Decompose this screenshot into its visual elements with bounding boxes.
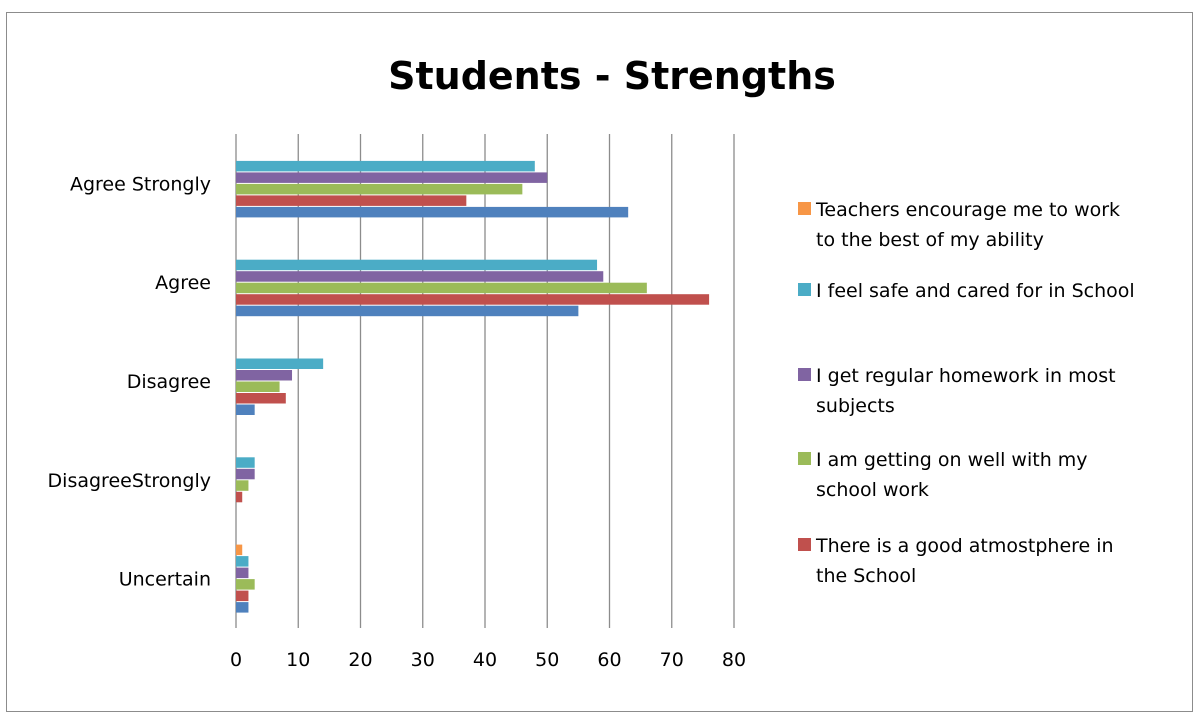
chart-title: Students - Strengths [388, 54, 836, 98]
legend-label: subjects [816, 395, 895, 417]
x-tick-label: 30 [411, 649, 435, 671]
bar-agree-strongly-series-1 [236, 195, 467, 206]
legend-label: school work [816, 479, 929, 501]
bar-disagreestrongly-series-3 [236, 468, 255, 480]
x-tick-label: 20 [348, 649, 372, 671]
legend-label: There is a good atmostphere in [815, 535, 1114, 557]
bar-disagree-series-3 [236, 370, 293, 381]
bar-uncertain-series-0 [236, 602, 249, 613]
bar-agree-strongly-series-4 [236, 160, 535, 172]
legend: Teachers encourage me to work to the best… [798, 199, 1135, 587]
legend-swatch [798, 538, 811, 551]
x-tick-label: 60 [597, 649, 621, 671]
bar-disagree-series-2 [236, 381, 280, 392]
bar-disagreestrongly-series-1 [236, 491, 243, 503]
category-label: Agree [155, 272, 211, 294]
bar-disagree-series-4 [236, 358, 324, 369]
bar-agree-series-1 [236, 294, 710, 305]
bar-uncertain-series-3 [236, 567, 249, 579]
legend-swatch [798, 283, 811, 296]
bar-disagreestrongly-series-2 [236, 480, 249, 491]
x-tick-labels: 0 10 20 30 40 50 60 70 80 [230, 649, 746, 671]
legend-label: the School [816, 565, 916, 587]
x-tick-label: 40 [473, 649, 497, 671]
bar-disagree-series-0 [236, 404, 255, 415]
bar-uncertain-series-4 [236, 556, 249, 567]
bar-agree-series-3 [236, 271, 604, 282]
legend-swatch [798, 202, 811, 215]
x-tick-label: 10 [286, 649, 310, 671]
bar-uncertain-series-1 [236, 590, 249, 602]
bars [236, 160, 710, 613]
category-label: Disagree [127, 371, 211, 393]
bar-uncertain-series-2 [236, 579, 255, 590]
bar-agree-strongly-series-3 [236, 172, 548, 183]
bar-agree-series-0 [236, 305, 579, 317]
legend-swatch [798, 368, 811, 381]
x-tick-label: 70 [660, 649, 684, 671]
category-labels: Uncertain DisagreeStrongly Disagree Agree Ag… [48, 173, 211, 590]
bar-chart: Students - Strengths Uncertain DisagreeSt… [48, 54, 1135, 671]
legend-label: I am getting on well with my [816, 449, 1088, 471]
legend-label: I get regular homework in most [816, 365, 1116, 387]
bar-disagreestrongly-series-4 [236, 457, 255, 468]
bar-agree-series-2 [236, 282, 647, 294]
bar-disagree-series-1 [236, 393, 286, 404]
category-label: Uncertain [119, 569, 211, 591]
chart-frame [6, 12, 1193, 712]
x-tick-label: 0 [230, 649, 242, 671]
legend-swatch [798, 452, 811, 465]
legend-label: to the best of my ability [816, 229, 1044, 251]
category-label: DisagreeStrongly [48, 470, 211, 492]
x-tick-label: 80 [722, 649, 746, 671]
category-label: Agree Strongly [70, 173, 211, 195]
legend-label: Teachers encourage me to work [815, 199, 1120, 221]
bar-agree-strongly-series-0 [236, 206, 629, 218]
bar-agree-series-4 [236, 259, 598, 271]
x-tick-label: 50 [535, 649, 559, 671]
legend-label: I feel safe and cared for in School [816, 280, 1135, 302]
bar-agree-strongly-series-2 [236, 183, 523, 195]
bar-uncertain-series-5 [236, 544, 243, 556]
